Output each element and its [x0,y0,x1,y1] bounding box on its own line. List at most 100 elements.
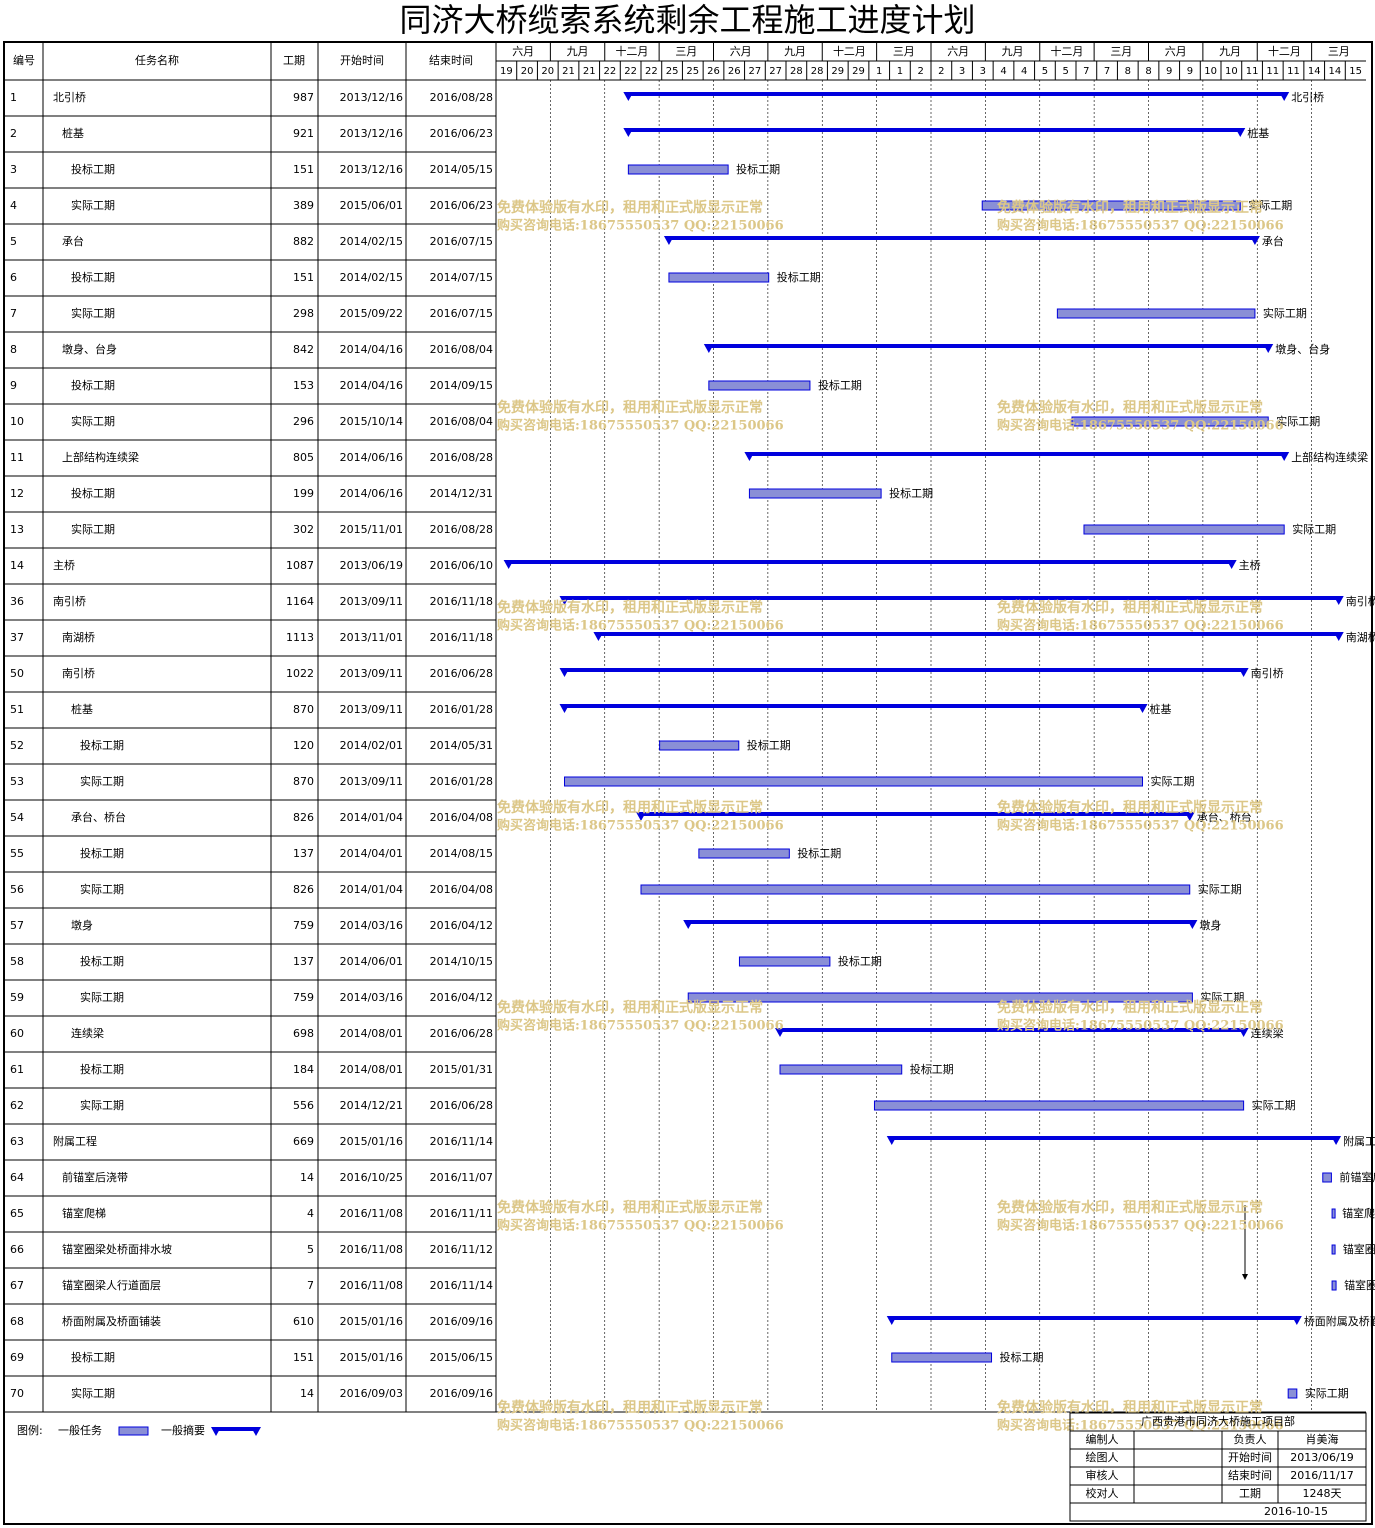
summary-start-marker [593,632,604,641]
task-name: 实际工期 [80,990,124,1004]
task-name: 承台、桥台 [71,810,126,824]
legend-task-label: 一般任务 [58,1424,102,1437]
task-start: 2016/11/08 [340,1243,403,1256]
task-id: 1 [10,91,17,104]
task-start: 2013/11/01 [340,631,403,644]
period-label: 3 [959,66,965,77]
bar-label: 墩身 [1199,918,1221,932]
task-start: 2014/03/16 [340,991,403,1004]
watermark: 购买咨询电话:18675550537 QQ:22150066 [997,218,1284,234]
period-label: 28 [811,66,824,77]
summary-start-marker [703,344,714,353]
month-label: 十二月 [833,44,866,58]
task-name: 实际工期 [80,1098,124,1112]
task-end: 2016/08/04 [430,343,493,356]
watermark: 免费体验版有水印，租用和正式版显示正常 [997,799,1263,816]
task-start: 2014/02/15 [340,271,403,284]
watermark: 免费体验版有水印，租用和正式版显示正常 [497,599,763,616]
task-end: 2016/06/28 [430,1027,493,1040]
task-name: 实际工期 [71,414,115,428]
summary-start-marker [886,1316,897,1325]
task-start: 2013/09/11 [340,667,403,680]
task-duration: 556 [293,1099,314,1112]
task-id: 68 [10,1315,24,1328]
bar-label: 实际工期 [1292,522,1336,536]
summary-bar [668,236,1255,240]
header-name: 任务名称 [135,53,179,67]
bar-label: 墩身、台身 [1275,342,1330,356]
task-id: 70 [10,1387,24,1400]
task-id: 54 [10,811,24,824]
watermark: 购买咨询电话:18675550537 QQ:22150066 [997,1018,1284,1034]
legend-task-swatch [118,1426,149,1436]
watermark: 购买咨询电话:18675550537 QQ:22150066 [997,818,1284,834]
task-bar [1322,1172,1332,1183]
legend-summary-label: 一般摘要 [161,1423,205,1437]
summary-start-marker [503,560,514,569]
task-id: 60 [10,1027,24,1040]
period-label: 27 [749,66,762,77]
month-label: 六月 [730,45,752,58]
month-label: 六月 [947,45,969,58]
summary-bar [780,1028,1244,1032]
task-end: 2016/09/16 [430,1387,493,1400]
period-label: 11 [1287,66,1300,77]
summary-end-marker [1238,1028,1249,1037]
month-label: 三月 [893,45,915,58]
watermark: 购买咨询电话:18675550537 QQ:22150066 [497,618,784,634]
period-label: 28 [790,66,803,77]
task-name: 投标工期 [71,162,115,176]
period-label: 19 [500,66,513,77]
task-end: 2016/11/11 [430,1207,493,1220]
chart-title: 同济大桥缆索系统剩余工程施工进度计划 [399,1,976,39]
bar-label: 实际工期 [1252,1098,1296,1112]
task-duration: 759 [293,991,314,1004]
info-key: 绘图人 [1086,1450,1119,1464]
task-start: 2016/10/25 [340,1171,403,1184]
bar-label: 主桥 [1239,559,1261,572]
info-key: 审核人 [1086,1468,1119,1482]
summary-bar [628,128,1241,132]
period-label: 27 [769,66,782,77]
month-label: 三月 [1328,45,1350,58]
summary-end-marker [1263,344,1274,353]
period-label: 9 [1166,66,1172,77]
task-start: 2015/11/01 [340,523,403,536]
summary-bar [688,920,1193,924]
task-duration: 14 [300,1387,314,1400]
task-duration: 669 [293,1135,314,1148]
period-label: 15 [1349,66,1362,77]
bar-label: 实际工期 [1151,774,1195,788]
summary-bar [598,632,1339,636]
summary-bar [508,560,1232,564]
watermark: 购买咨询电话:18675550537 QQ:22150066 [997,1418,1284,1434]
task-bar [1331,1244,1336,1255]
task-end: 2014/07/15 [430,271,493,284]
bar-label: 锚室圈梁处桥面排水坡 [1343,1242,1375,1256]
watermark: 免费体验版有水印，租用和正式版显示正常 [997,1199,1263,1216]
summary-bar [891,1316,1297,1320]
summary-end-marker [1279,452,1290,461]
period-label: 5 [1062,66,1068,77]
period-label: 29 [852,66,865,77]
month-label: 三月 [675,45,697,58]
task-start: 2013/09/11 [340,703,403,716]
task-name: 北引桥 [53,90,86,104]
task-end: 2014/05/31 [430,739,493,752]
task-id: 67 [10,1279,24,1292]
watermark: 购买咨询电话:18675550537 QQ:22150066 [497,1418,784,1434]
bar-label: 前锚室后浇带 [1339,1170,1375,1184]
task-name: 锚室圈梁处桥面排水坡 [62,1242,172,1256]
task-end: 2016/01/28 [430,775,493,788]
task-start: 2015/01/16 [340,1135,403,1148]
info-value: 2016/11/17 [1290,1469,1353,1482]
task-duration: 870 [293,775,314,788]
task-end: 2016/07/15 [430,235,493,248]
task-end: 2014/10/15 [430,955,493,968]
task-duration: 4 [307,1207,314,1220]
watermark: 免费体验版有水印，租用和正式版显示正常 [997,199,1263,216]
watermark: 购买咨询电话:18675550537 QQ:22150066 [997,1218,1284,1234]
task-duration: 5 [307,1243,314,1256]
task-name: 实际工期 [80,774,124,788]
watermark: 免费体验版有水印，租用和正式版显示正常 [497,799,763,816]
